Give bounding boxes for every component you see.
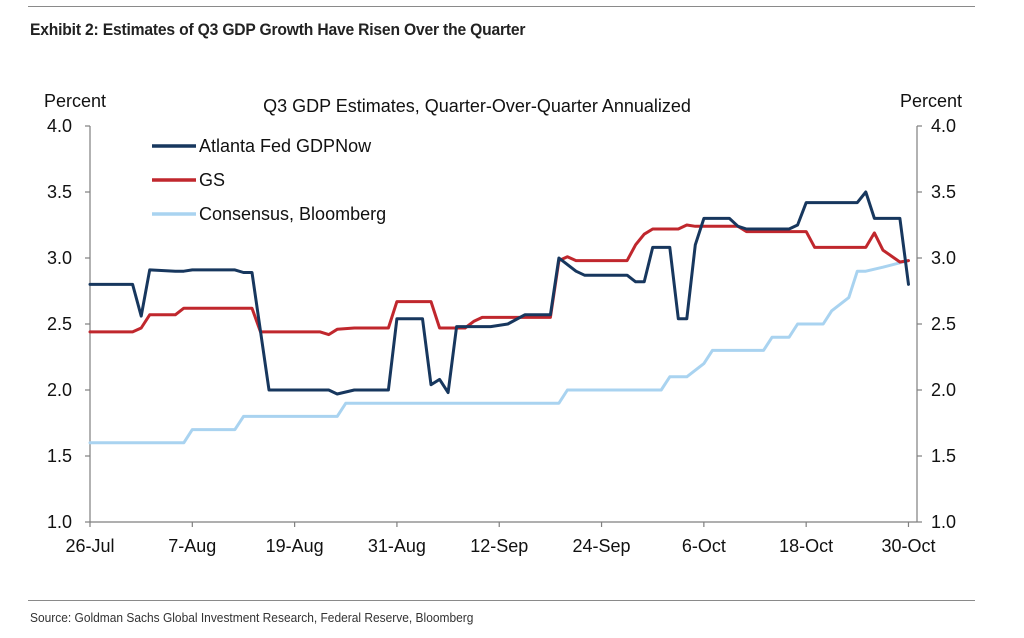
bottom-rule xyxy=(28,600,975,601)
y-tick-label-left: 2.0 xyxy=(47,380,72,400)
y-tick-label-right: 1.5 xyxy=(931,446,956,466)
top-rule xyxy=(28,6,975,7)
line-chart: Q3 GDP Estimates, Quarter-Over-Quarter A… xyxy=(44,91,962,556)
y-tick-label-left: 4.0 xyxy=(47,116,72,136)
x-tick-label: 12-Sep xyxy=(470,536,528,556)
y-tick-label-left: 2.5 xyxy=(47,314,72,334)
series-line-gs xyxy=(88,223,910,337)
y-tick-label-left: 1.0 xyxy=(47,512,72,532)
chart-title: Q3 GDP Estimates, Quarter-Over-Quarter A… xyxy=(263,96,691,116)
x-tick-label: 7-Aug xyxy=(168,536,216,556)
legend-label: Consensus, Bloomberg xyxy=(199,204,386,224)
y-tick-label-left: 1.5 xyxy=(47,446,72,466)
y-tick-label-right: 3.5 xyxy=(931,182,956,202)
legend-label: Atlanta Fed GDPNow xyxy=(199,136,372,156)
x-tick-label: 18-Oct xyxy=(779,536,833,556)
y-axis-label-right: Percent xyxy=(900,91,962,111)
y-tick-label-right: 1.0 xyxy=(931,512,956,532)
y-tick-label-right: 2.0 xyxy=(931,380,956,400)
legend-label: GS xyxy=(199,170,225,190)
series-layer xyxy=(88,190,910,445)
axes: 1.0 1.0 1.5 1.5 2.0 2.0 2.5 2.5 3.0 3.0 3.5 3.5 4.0 4… xyxy=(47,116,956,556)
y-tick-label-right: 2.5 xyxy=(931,314,956,334)
x-tick-label: 24-Sep xyxy=(573,536,631,556)
y-tick-label-left: 3.5 xyxy=(47,182,72,202)
series-line-atlanta-fed-gdpnow xyxy=(88,190,910,396)
y-tick-label-right: 3.0 xyxy=(931,248,956,268)
y-tick-label-right: 4.0 xyxy=(931,116,956,136)
x-tick-label: 31-Aug xyxy=(368,536,426,556)
x-tick-label: 26-Jul xyxy=(65,536,114,556)
x-tick-label: 19-Aug xyxy=(266,536,324,556)
x-tick-label: 6-Oct xyxy=(682,536,726,556)
series-line-consensus-bloomberg xyxy=(88,259,910,445)
x-tick-label: 30-Oct xyxy=(881,536,935,556)
exhibit-title: Exhibit 2: Estimates of Q3 GDP Growth Ha… xyxy=(30,20,526,39)
source-note: Source: Goldman Sachs Global Investment … xyxy=(30,610,474,625)
y-tick-label-left: 3.0 xyxy=(47,248,72,268)
legend: Atlanta Fed GDPNow GS Consensus, Bloomberg xyxy=(152,136,386,224)
y-axis-label-left: Percent xyxy=(44,91,106,111)
